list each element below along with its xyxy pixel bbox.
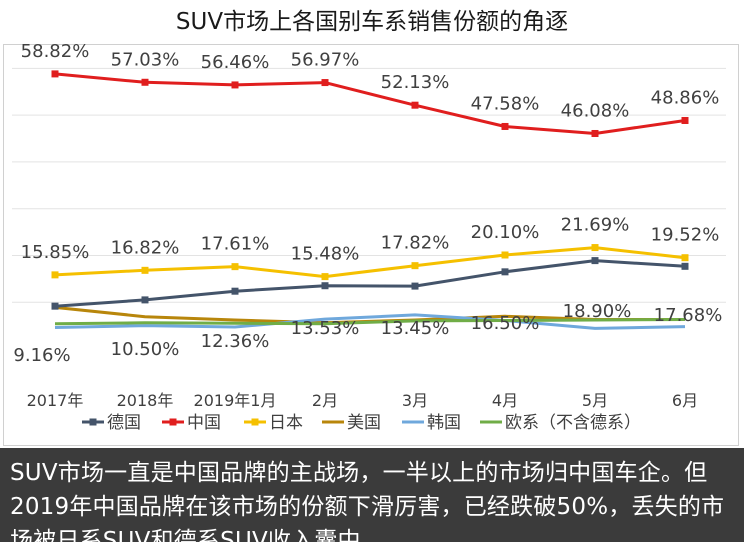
data-point <box>501 251 509 259</box>
data-label: 16.82% <box>111 237 180 258</box>
data-point <box>591 129 599 137</box>
legend-marker <box>251 418 259 426</box>
data-point <box>681 262 689 270</box>
data-label: 17.82% <box>381 233 450 254</box>
data-label: 15.48% <box>291 244 360 265</box>
data-label: 21.69% <box>561 215 630 236</box>
x-tick-label: 2017年 <box>27 391 84 410</box>
legend-label: 美国 <box>347 413 381 433</box>
data-label: 9.16% <box>13 345 70 366</box>
data-label: 20.10% <box>471 222 540 243</box>
legend-label: 韩国 <box>427 413 461 433</box>
data-point <box>681 116 689 124</box>
data-point <box>141 78 149 86</box>
data-point <box>231 81 239 89</box>
data-label: 19.52% <box>651 225 720 246</box>
data-label: 47.58% <box>471 93 540 114</box>
x-tick-label: 2019年1月 <box>194 391 277 410</box>
data-label: 56.97% <box>291 50 360 71</box>
chart-title: SUV市场上各国别车系销售份额的角逐 <box>175 9 569 35</box>
data-point <box>321 273 329 281</box>
data-label: 48.86% <box>651 87 720 108</box>
data-point <box>411 282 419 290</box>
legend-label: 德国 <box>107 413 141 433</box>
x-tick-label: 5月 <box>582 391 608 410</box>
caption-text: SUV市场一直是中国品牌的主战场，一半以上的市场归中国车企。但2019年中国品牌… <box>0 448 744 542</box>
legend-label: 日本 <box>269 413 303 433</box>
data-point <box>231 263 239 271</box>
data-point <box>591 257 599 265</box>
data-point <box>321 79 329 87</box>
x-tick-label: 3月 <box>402 391 428 410</box>
x-tick-label: 4月 <box>492 391 518 410</box>
data-point <box>411 101 419 109</box>
data-label: 52.13% <box>381 72 450 93</box>
x-tick-label: 2018年 <box>117 391 174 410</box>
x-tick-label: 2月 <box>312 391 338 410</box>
data-label: 57.03% <box>111 49 180 70</box>
series-line-0 <box>54 259 686 308</box>
x-tick-label: 6月 <box>672 391 698 410</box>
legend-label: 欧系（不含德系） <box>505 413 641 433</box>
data-label: 18.90% <box>563 301 632 322</box>
data-label: 46.08% <box>561 100 630 121</box>
data-label: 17.61% <box>201 234 270 255</box>
data-point <box>501 268 509 276</box>
data-label: 13.45% <box>381 318 450 339</box>
data-label: 16.50% <box>471 313 540 334</box>
data-point <box>141 266 149 274</box>
data-point <box>501 122 509 130</box>
chart-frame <box>3 44 739 446</box>
data-label: 58.82% <box>21 41 90 62</box>
data-point <box>141 296 149 304</box>
data-label: 13.53% <box>291 318 360 339</box>
series-line-1 <box>54 72 686 135</box>
data-point <box>321 282 329 290</box>
data-point <box>51 271 59 279</box>
series-line-2 <box>54 246 686 279</box>
data-point <box>591 244 599 252</box>
data-point <box>231 287 239 295</box>
data-label: 15.85% <box>21 242 90 263</box>
data-point <box>411 262 419 270</box>
data-label: 10.50% <box>111 339 180 360</box>
legend-marker <box>169 418 177 426</box>
data-label: 12.36% <box>201 331 270 352</box>
series-line-4 <box>54 313 686 330</box>
data-label: 17.68% <box>654 305 723 326</box>
data-point <box>681 254 689 262</box>
series-line-5 <box>54 318 686 326</box>
data-point <box>51 70 59 78</box>
line-chart: 2017年 2018年 2019年1月 2月 3月 4月 5月 6月 58.82% 57.03% 5… <box>12 41 726 433</box>
legend-marker <box>89 418 97 426</box>
legend-label: 中国 <box>187 413 221 433</box>
data-point <box>51 302 59 310</box>
data-label: 56.46% <box>201 52 270 73</box>
